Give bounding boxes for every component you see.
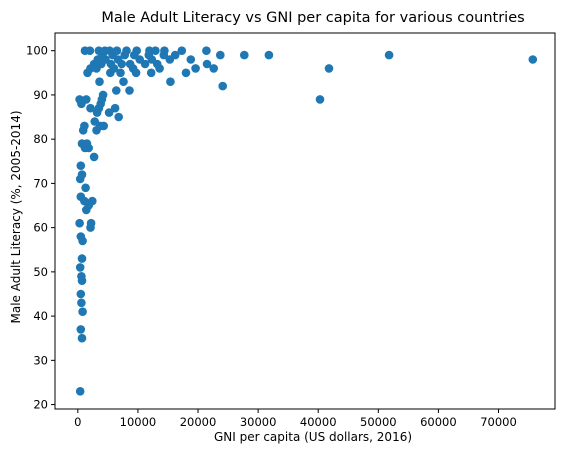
x-tick-label: 10000 — [120, 415, 157, 429]
x-axis-label: GNI per capita (US dollars, 2016) — [214, 430, 412, 444]
x-tick-label: 60000 — [420, 415, 457, 429]
data-point — [315, 95, 325, 104]
y-axis-label: Male Adult Literacy (%, 2005-2014) — [9, 110, 23, 323]
data-point — [119, 77, 128, 86]
data-point — [186, 55, 196, 64]
data-point — [80, 121, 89, 131]
data-point — [80, 196, 89, 206]
plot-frame — [54, 32, 556, 410]
data-point — [202, 46, 211, 55]
y-tick-label: 70 — [33, 176, 48, 190]
data-point — [94, 46, 104, 55]
data-point — [166, 77, 175, 86]
y-tick-label: 100 — [26, 44, 48, 58]
data-point — [89, 152, 99, 162]
data-point — [125, 59, 135, 69]
data-point — [77, 254, 87, 263]
y-tick-label: 40 — [33, 309, 48, 323]
data-point — [202, 59, 212, 69]
data-point — [85, 46, 95, 55]
data-point — [76, 289, 86, 299]
data-point — [125, 86, 134, 95]
x-tick-label: 50000 — [360, 415, 397, 429]
x-tick-label: 40000 — [300, 415, 337, 429]
y-tick-label: 80 — [33, 132, 48, 146]
data-point — [82, 139, 92, 148]
data-point — [114, 112, 123, 122]
data-point — [86, 218, 96, 228]
data-point — [75, 263, 85, 272]
data-point — [76, 325, 86, 334]
data-point — [216, 50, 225, 60]
x-axis-ticks: 0 10000 20000 30000 40000 50000 60000 70000 — [74, 409, 517, 429]
data-point — [105, 46, 114, 55]
data-point — [110, 103, 120, 113]
data-point — [90, 117, 99, 126]
data-point — [177, 46, 187, 55]
data-point — [112, 86, 121, 95]
data-point — [77, 298, 86, 308]
x-tick-label: 20000 — [180, 415, 217, 429]
data-point — [77, 272, 86, 281]
data-point — [146, 68, 156, 78]
data-point — [76, 161, 86, 170]
data-point — [86, 103, 95, 113]
data-point — [191, 64, 200, 73]
data-point — [82, 95, 91, 104]
data-point — [145, 46, 154, 55]
data-point — [75, 218, 84, 228]
data-point — [77, 170, 87, 179]
x-tick-label: 0 — [74, 415, 81, 429]
data-point — [98, 90, 108, 100]
data-point — [528, 55, 538, 64]
x-tick-label: 70000 — [480, 415, 517, 429]
data-point — [160, 46, 169, 55]
data-point — [78, 307, 87, 317]
data-point — [112, 46, 122, 55]
data-point — [151, 46, 160, 55]
data-point — [81, 183, 90, 193]
data-point — [75, 95, 84, 104]
data-point — [122, 46, 131, 55]
data-point — [264, 50, 274, 60]
data-point — [75, 387, 85, 396]
data-point — [209, 64, 218, 73]
data-point — [324, 64, 334, 73]
y-tick-label: 50 — [33, 265, 48, 279]
data-point — [76, 232, 86, 241]
y-tick-label: 90 — [33, 88, 48, 102]
y-tick-label: 60 — [33, 221, 48, 235]
data-point — [99, 121, 108, 131]
chart-title: Male Adult Literacy vs GNI per capita fo… — [101, 10, 524, 26]
data-points — [75, 46, 538, 396]
y-axis-ticks: 20 30 40 50 60 70 80 90 100 — [26, 44, 55, 412]
y-tick-label: 20 — [33, 398, 48, 412]
y-tick-label: 30 — [33, 353, 48, 367]
data-point — [181, 68, 191, 78]
data-point — [104, 108, 114, 117]
data-point — [88, 196, 97, 206]
data-point — [77, 333, 87, 343]
data-point — [132, 46, 141, 55]
data-point — [384, 50, 394, 60]
x-tick-label: 30000 — [240, 415, 277, 429]
data-point — [240, 50, 249, 60]
data-point — [95, 77, 104, 86]
data-point — [170, 50, 180, 60]
data-point — [116, 68, 125, 78]
data-point — [218, 81, 227, 91]
